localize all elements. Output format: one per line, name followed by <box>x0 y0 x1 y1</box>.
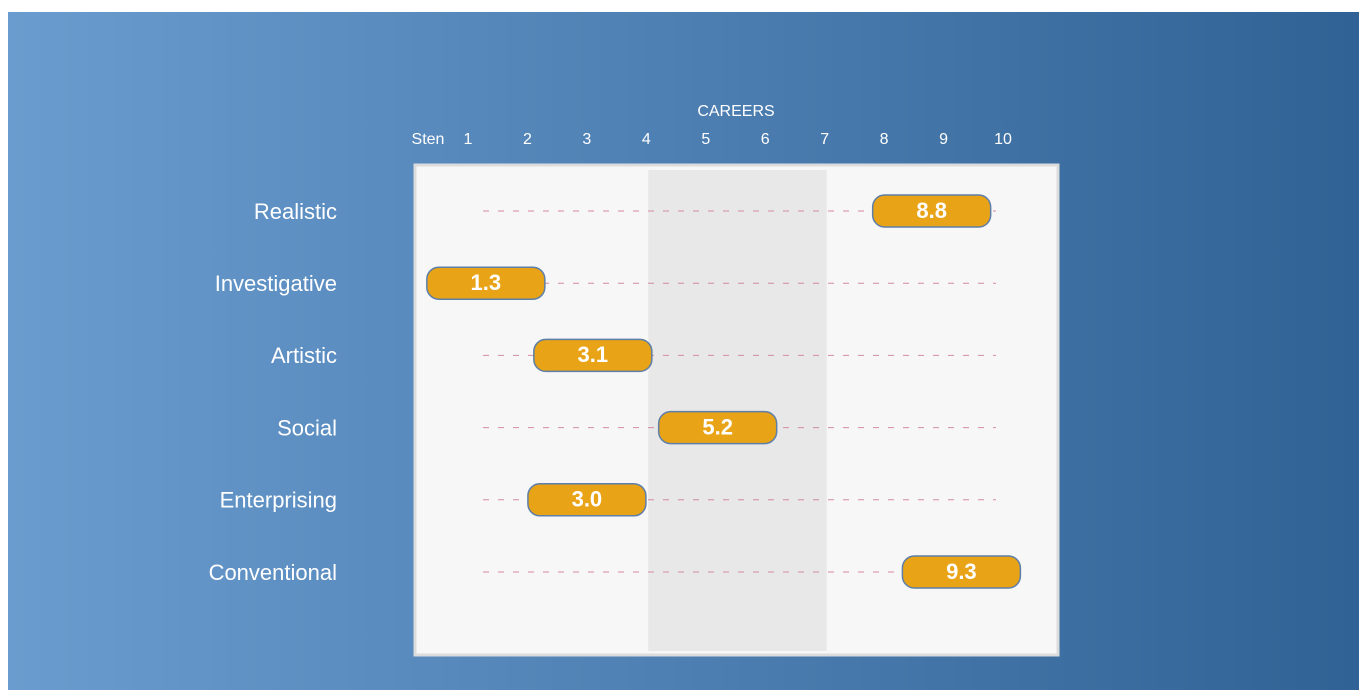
score-label: 5.2 <box>702 414 733 439</box>
score-label: 3.0 <box>572 487 603 512</box>
score-pill <box>426 266 546 300</box>
score-label: 9.3 <box>946 559 977 584</box>
score-pill <box>871 194 992 228</box>
row-label: Realistic <box>254 199 337 224</box>
x-tick-label: 6 <box>761 131 770 148</box>
x-tick-label: 4 <box>642 131 651 148</box>
score-pill <box>533 338 653 373</box>
x-tick-label: 8 <box>880 131 889 148</box>
row-label: Conventional <box>209 560 337 585</box>
score-label: 3.1 <box>578 342 609 367</box>
x-tick-label: 5 <box>701 131 710 148</box>
row-label: Enterprising <box>220 488 337 513</box>
score-pill <box>901 555 1022 589</box>
row-label: Social <box>277 415 337 440</box>
x-tick-label: 2 <box>523 131 532 148</box>
x-tick-label: 1 <box>464 131 473 148</box>
score-pill <box>527 483 647 517</box>
chart-title: CAREERS <box>697 103 774 120</box>
score-label: 8.8 <box>916 198 947 223</box>
score-label: 1.3 <box>471 270 502 295</box>
x-axis-label: Sten <box>412 131 445 148</box>
row-label: Artistic <box>271 343 337 368</box>
x-tick-label: 3 <box>582 131 591 148</box>
shaded-band <box>648 170 827 651</box>
x-tick-label: 9 <box>939 131 948 148</box>
x-tick-label: 7 <box>820 131 829 148</box>
score-pill <box>657 410 778 445</box>
x-tick-label: 10 <box>994 131 1012 148</box>
row-label: Investigative <box>215 271 337 296</box>
